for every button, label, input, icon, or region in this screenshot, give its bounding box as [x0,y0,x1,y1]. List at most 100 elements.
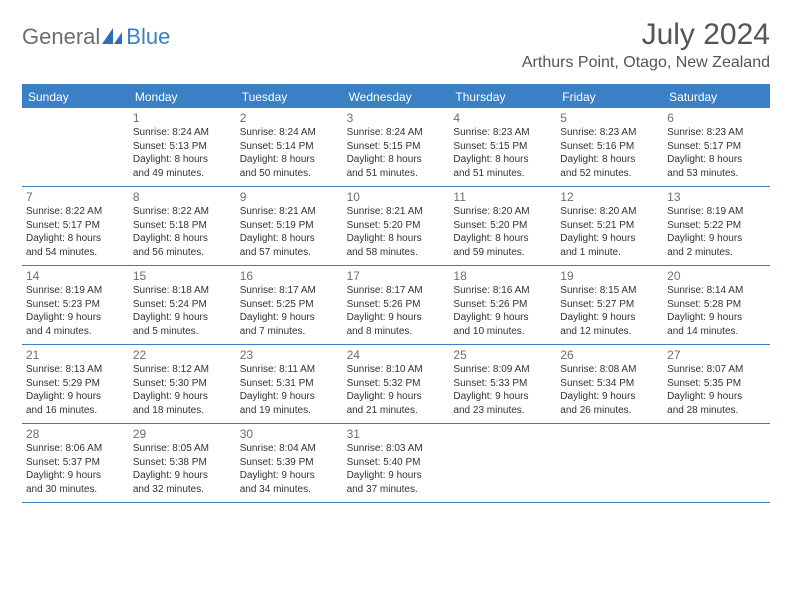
d1-line: Daylight: 9 hours [453,311,552,325]
location: Arthurs Point, Otago, New Zealand [522,54,770,72]
d1-line: Daylight: 9 hours [560,311,659,325]
d1-line: Daylight: 8 hours [240,232,339,246]
sunrise-line: Sunrise: 8:05 AM [133,442,232,456]
sunset-line: Sunset: 5:15 PM [453,140,552,154]
sunrise-line: Sunrise: 8:16 AM [453,284,552,298]
sunrise-line: Sunrise: 8:18 AM [133,284,232,298]
sunrise-line: Sunrise: 8:15 AM [560,284,659,298]
sunset-line: Sunset: 5:37 PM [26,456,125,470]
title-block: July 2024 Arthurs Point, Otago, New Zeal… [522,18,770,72]
sunset-line: Sunset: 5:39 PM [240,456,339,470]
d1-line: Daylight: 9 hours [26,469,125,483]
d1-line: Daylight: 9 hours [240,311,339,325]
day-cell: 14Sunrise: 8:19 AMSunset: 5:23 PMDayligh… [22,266,129,344]
sunrise-line: Sunrise: 8:23 AM [453,126,552,140]
sunset-line: Sunset: 5:24 PM [133,298,232,312]
d2-line: and 5 minutes. [133,325,232,339]
day-number: 9 [240,190,339,204]
d2-line: and 14 minutes. [667,325,766,339]
d2-line: and 49 minutes. [133,167,232,181]
d1-line: Daylight: 9 hours [133,469,232,483]
sunset-line: Sunset: 5:25 PM [240,298,339,312]
sunset-line: Sunset: 5:23 PM [26,298,125,312]
day-cell: 13Sunrise: 8:19 AMSunset: 5:22 PMDayligh… [663,187,770,265]
sunrise-line: Sunrise: 8:04 AM [240,442,339,456]
sunrise-line: Sunrise: 8:13 AM [26,363,125,377]
sunrise-line: Sunrise: 8:24 AM [133,126,232,140]
sunset-line: Sunset: 5:38 PM [133,456,232,470]
weeks-container: 1Sunrise: 8:24 AMSunset: 5:13 PMDaylight… [22,108,770,503]
day-number: 26 [560,348,659,362]
sunset-line: Sunset: 5:14 PM [240,140,339,154]
d1-line: Daylight: 8 hours [240,153,339,167]
day-number: 7 [26,190,125,204]
d1-line: Daylight: 8 hours [453,232,552,246]
sunset-line: Sunset: 5:35 PM [667,377,766,391]
sunset-line: Sunset: 5:18 PM [133,219,232,233]
day-cell: 20Sunrise: 8:14 AMSunset: 5:28 PMDayligh… [663,266,770,344]
day-cell: 16Sunrise: 8:17 AMSunset: 5:25 PMDayligh… [236,266,343,344]
d2-line: and 16 minutes. [26,404,125,418]
day-header: Saturday [663,86,770,108]
day-cell: 30Sunrise: 8:04 AMSunset: 5:39 PMDayligh… [236,424,343,502]
day-cell [449,424,556,502]
d1-line: Daylight: 8 hours [560,153,659,167]
sunrise-line: Sunrise: 8:22 AM [133,205,232,219]
sunrise-line: Sunrise: 8:07 AM [667,363,766,377]
d1-line: Daylight: 8 hours [133,153,232,167]
sunset-line: Sunset: 5:29 PM [26,377,125,391]
day-number: 17 [347,269,446,283]
day-header: Wednesday [343,86,450,108]
week-row: 7Sunrise: 8:22 AMSunset: 5:17 PMDaylight… [22,187,770,266]
day-cell: 26Sunrise: 8:08 AMSunset: 5:34 PMDayligh… [556,345,663,423]
d2-line: and 4 minutes. [26,325,125,339]
day-cell: 3Sunrise: 8:24 AMSunset: 5:15 PMDaylight… [343,108,450,186]
day-header: Sunday [22,86,129,108]
sunrise-line: Sunrise: 8:19 AM [667,205,766,219]
day-number: 2 [240,111,339,125]
sunset-line: Sunset: 5:20 PM [347,219,446,233]
sunset-line: Sunset: 5:32 PM [347,377,446,391]
sunrise-line: Sunrise: 8:23 AM [667,126,766,140]
week-row: 1Sunrise: 8:24 AMSunset: 5:13 PMDaylight… [22,108,770,187]
sunrise-line: Sunrise: 8:24 AM [240,126,339,140]
d2-line: and 32 minutes. [133,483,232,497]
sunset-line: Sunset: 5:20 PM [453,219,552,233]
day-cell: 11Sunrise: 8:20 AMSunset: 5:20 PMDayligh… [449,187,556,265]
day-cell: 9Sunrise: 8:21 AMSunset: 5:19 PMDaylight… [236,187,343,265]
day-cell: 7Sunrise: 8:22 AMSunset: 5:17 PMDaylight… [22,187,129,265]
d2-line: and 26 minutes. [560,404,659,418]
d1-line: Daylight: 8 hours [347,153,446,167]
d2-line: and 12 minutes. [560,325,659,339]
d2-line: and 21 minutes. [347,404,446,418]
d1-line: Daylight: 9 hours [347,311,446,325]
logo-sail-icon [102,28,124,46]
week-row: 14Sunrise: 8:19 AMSunset: 5:23 PMDayligh… [22,266,770,345]
day-number: 12 [560,190,659,204]
day-number: 30 [240,427,339,441]
d2-line: and 51 minutes. [347,167,446,181]
d2-line: and 28 minutes. [667,404,766,418]
d2-line: and 23 minutes. [453,404,552,418]
d2-line: and 34 minutes. [240,483,339,497]
day-number: 10 [347,190,446,204]
d2-line: and 19 minutes. [240,404,339,418]
d1-line: Daylight: 9 hours [133,311,232,325]
day-cell: 10Sunrise: 8:21 AMSunset: 5:20 PMDayligh… [343,187,450,265]
sunrise-line: Sunrise: 8:21 AM [347,205,446,219]
sunset-line: Sunset: 5:21 PM [560,219,659,233]
sunset-line: Sunset: 5:15 PM [347,140,446,154]
logo-text-general: General [22,24,100,50]
d2-line: and 56 minutes. [133,246,232,260]
day-number: 22 [133,348,232,362]
day-number: 25 [453,348,552,362]
d2-line: and 10 minutes. [453,325,552,339]
d1-line: Daylight: 9 hours [347,390,446,404]
day-header: Monday [129,86,236,108]
day-number: 29 [133,427,232,441]
day-cell: 25Sunrise: 8:09 AMSunset: 5:33 PMDayligh… [449,345,556,423]
header: General Blue July 2024 Arthurs Point, Ot… [22,18,770,72]
d2-line: and 37 minutes. [347,483,446,497]
sunset-line: Sunset: 5:30 PM [133,377,232,391]
sunset-line: Sunset: 5:26 PM [347,298,446,312]
